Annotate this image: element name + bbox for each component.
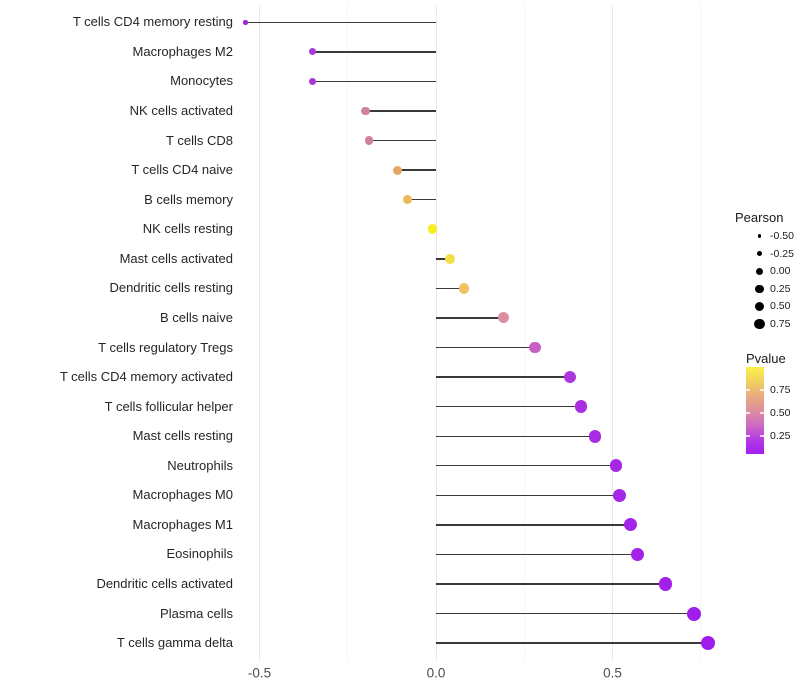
y-axis-label: Dendritic cells activated [96,576,233,592]
y-axis-label: Neutrophils [167,457,233,473]
lollipop-dot [459,283,470,294]
size-legend-key-dot [755,284,764,293]
y-axis-label: Mast cells resting [132,428,233,444]
y-axis-label: Macrophages M0 [132,487,233,503]
x-axis-tick-label: -0.5 [247,665,272,681]
gridline-major [435,5,437,660]
lollipop-dot [609,459,623,473]
lollipop-stem [436,465,617,467]
lollipop-stem [436,376,571,378]
y-axis-label: Plasma cells [160,605,233,621]
lollipop-dot [361,106,370,116]
lollipop-dot [574,400,587,413]
lollipop-stem [436,524,631,526]
lollipop-stem [312,51,436,53]
y-axis-label: T cells CD8 [166,132,233,148]
lollipop-stem [436,405,581,408]
gridline-major [612,5,613,660]
y-axis-label: T cells regulatory Tregs [98,339,233,355]
lollipop-stem [436,317,504,319]
y-axis-label: B cells memory [144,191,233,207]
size-legend-key-label: 0.75 [770,318,791,330]
lollipop-stem [436,346,535,349]
size-legend-key-label: 0.00 [770,265,791,278]
y-axis-label: T cells CD4 memory activated [59,369,233,385]
size-legend-key-dot [755,267,764,275]
lollipop-dot [686,606,701,621]
size-legend-key-label: 0.50 [770,300,791,313]
lollipop-dot [700,636,715,651]
colorbar-tick-mark [760,435,764,437]
lollipop-stem [436,435,595,437]
lollipop-dot [427,224,438,235]
lollipop-stem [436,287,465,290]
colorbar-tick-mark [760,412,764,414]
y-axis-label: Monocytes [170,73,233,89]
size-legend-key-dot [754,318,765,330]
y-axis-label: T cells CD4 memory resting [72,14,233,30]
colorbar-tick-mark [746,412,750,414]
lollipop-dot [364,136,374,145]
colorbar-tick-label: 0.50 [770,407,791,419]
lollipop-dot [630,547,644,562]
y-axis-label: Eosinophils [166,546,234,562]
colorbar-tick-mark [746,389,750,391]
x-axis-tick-label: 0.0 [426,665,446,681]
y-axis-label: Macrophages M1 [132,516,233,532]
colorbar-tick-label: 0.75 [770,384,791,396]
lollipop-dot [445,253,456,264]
y-axis-label: Mast cells activated [119,250,233,266]
lollipop-dot [658,577,673,591]
lollipop-stem [436,258,451,260]
colorbar-tick-mark [746,435,750,437]
y-axis-label: T cells follicular helper [104,398,233,414]
y-axis-label: T cells CD4 naive [131,162,233,178]
colorbar-tick-mark [760,389,764,391]
y-axis-label: T cells gamma delta [116,635,233,651]
lollipop-dot [613,488,627,502]
lollipop-stem [245,21,436,23]
lollipop-stem [312,80,436,83]
lollipop-stem [436,494,620,497]
size-legend-key-dot [756,250,763,257]
lollipop-dot [392,165,402,175]
size-legend-key-label: 0.25 [770,282,791,295]
gridline-major [259,5,260,660]
lollipop-stem [436,642,708,644]
gridline-minor [347,5,349,660]
lollipop-dot [309,77,316,85]
lollipop-dot [243,20,248,25]
lollipop-stem [407,198,436,201]
pearson-legend-title: Pearson [735,210,784,225]
lollipop-dot [529,341,541,354]
lollipop-stem [436,612,694,615]
lollipop-dot [403,195,413,205]
gridline-minor [700,5,702,660]
lollipop-stem [365,110,436,112]
pvalue-colorbar [746,367,764,454]
y-axis-label: NK cells activated [129,102,233,118]
y-axis-label: Macrophages M2 [132,43,233,59]
pvalue-legend-title: Pvalue [746,351,786,366]
lollipop-dot [564,370,577,384]
size-legend-key-label: -0.50 [770,230,794,242]
x-axis-tick-label: 0.5 [603,665,622,681]
colorbar-tick-label: 0.25 [770,430,791,442]
size-legend-key-dot [754,301,765,311]
lollipop-dot [623,518,637,532]
lollipop-stem [368,139,436,142]
y-axis-label: NK cells resting [142,221,233,237]
lollipop-stem [436,583,666,585]
gridline-minor [523,5,525,660]
size-legend-key-dot [757,234,762,238]
lollipop-dot [309,48,316,56]
y-axis-label: Dendritic cells resting [109,280,233,296]
y-axis-label: B cells naive [160,309,233,325]
lollipop-stem [436,553,638,556]
lollipop-dot [588,429,602,443]
size-legend-key-label: -0.25 [770,247,794,260]
lollipop-stem [397,169,436,171]
lollipop-dot [497,312,509,324]
